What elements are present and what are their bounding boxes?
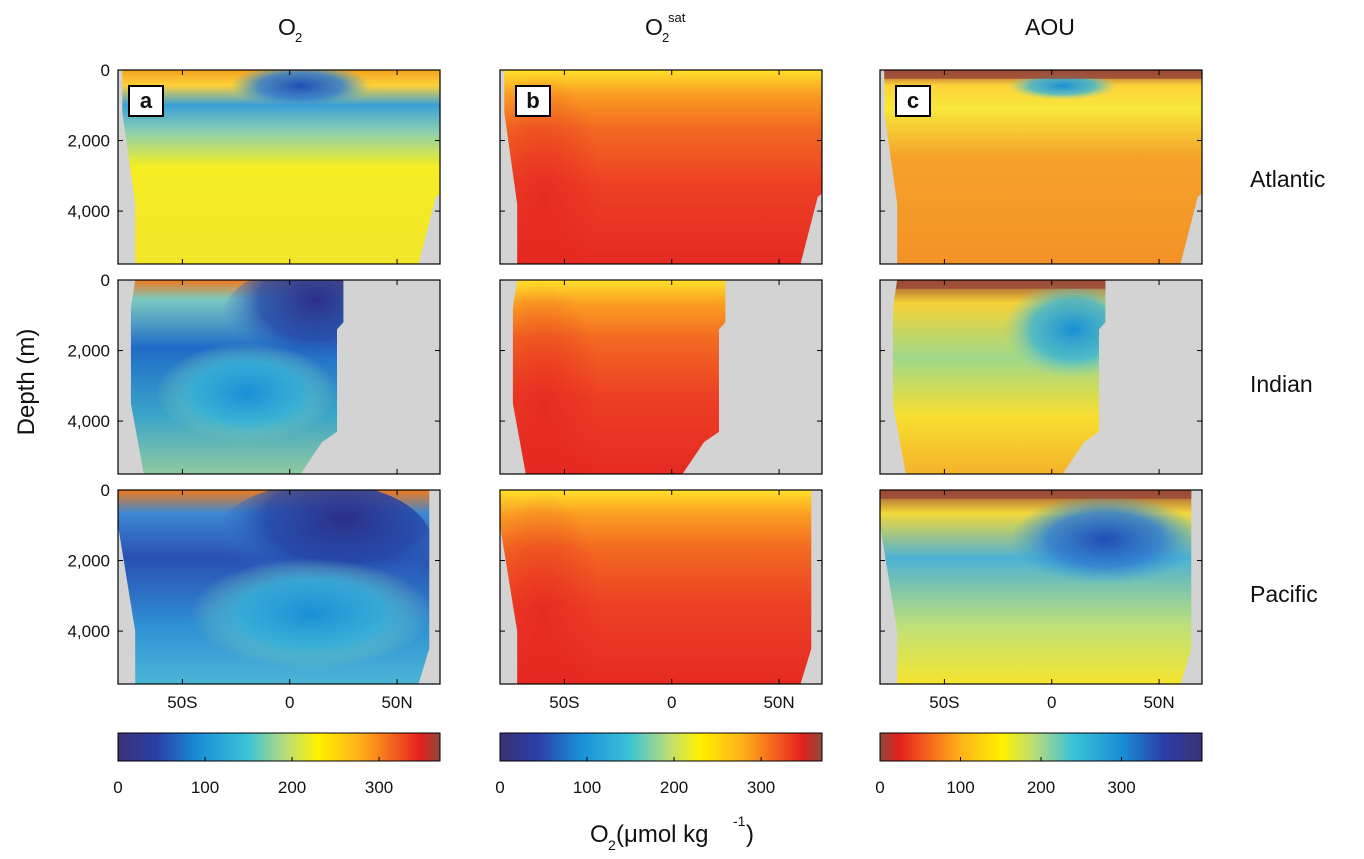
svg-text:O: O <box>590 821 609 848</box>
svg-text:sat: sat <box>668 10 686 25</box>
panel-frame <box>117 489 441 685</box>
panel-frame <box>499 69 823 265</box>
svg-text:(μmol kg: (μmol kg <box>616 821 709 848</box>
panel-frame <box>499 279 823 475</box>
colorbar-tick-label: 200 <box>1027 778 1055 797</box>
svg-text:2: 2 <box>662 30 669 45</box>
panel-frame <box>117 279 441 475</box>
panel-frame <box>117 69 441 265</box>
panel-frame <box>879 69 1203 265</box>
svg-text:c: c <box>907 88 919 113</box>
colorbar-tick-label: 100 <box>573 778 601 797</box>
column-title-o2sat: O 2 sat <box>645 10 686 45</box>
depth-tick-label: 0 <box>101 481 110 500</box>
depth-tick-label: 0 <box>101 61 110 80</box>
panel-frame <box>879 489 1203 685</box>
colorbar-tick-label: 200 <box>278 778 306 797</box>
panel-o2-indian: 0 2,000 4,000 <box>67 271 441 475</box>
depth-tick-label: 0 <box>101 271 110 290</box>
depth-tick-label: 4,000 <box>67 202 110 221</box>
ocean-field <box>118 490 430 684</box>
panel-o2sat-indian <box>499 279 823 475</box>
row-label-indian: Indian <box>1250 371 1313 397</box>
svg-text:O: O <box>278 14 296 40</box>
panel-o2-atlantic: 0 2,000 4,000 <box>67 61 441 265</box>
panel-aou-atlantic <box>879 69 1203 265</box>
latitude-tick-label: 0 <box>285 693 294 712</box>
latitude-tick-label: 50N <box>381 693 412 712</box>
colorbar-o2sat: 0 100 200 300 <box>495 732 823 797</box>
ocean-field <box>892 280 1106 474</box>
colorbar-aou: 0 100 200 300 <box>875 732 1203 797</box>
colorbar-tick-label: 300 <box>1107 778 1135 797</box>
svg-text:O: O <box>645 14 663 40</box>
y-axis-label: Depth (m) <box>13 329 40 436</box>
colorbar-tick-label: 100 <box>191 778 219 797</box>
row-label-pacific: Pacific <box>1250 581 1318 607</box>
panel-letter-b: b <box>515 85 551 117</box>
colorbar-tick-label: 0 <box>113 778 122 797</box>
depth-tick-label: 2,000 <box>67 132 110 151</box>
depth-tick-label: 2,000 <box>67 342 110 361</box>
colorbar-tick-label: 0 <box>495 778 504 797</box>
panel-o2sat-pacific: 50S 0 50N <box>499 489 823 712</box>
ocean-field <box>122 70 440 264</box>
latitude-tick-label: 0 <box>1047 693 1056 712</box>
panel-frame <box>879 279 1203 475</box>
depth-tick-label: 2,000 <box>67 552 110 571</box>
ocean-field <box>880 490 1192 684</box>
svg-text:-1: -1 <box>733 813 746 829</box>
colorbar-tick-label: 0 <box>875 778 884 797</box>
depth-tick-label: 4,000 <box>67 622 110 641</box>
colorbar-o2: 0 100 200 300 <box>113 732 441 797</box>
svg-text:2: 2 <box>295 30 302 45</box>
svg-text:): ) <box>746 821 754 848</box>
svg-text:AOU: AOU <box>1025 14 1075 40</box>
colorbar-tick-label: 100 <box>946 778 974 797</box>
column-title-o2: O 2 <box>278 14 302 45</box>
latitude-tick-label: 0 <box>667 693 676 712</box>
ocean-field <box>884 70 1202 264</box>
panel-letter-c: c <box>895 85 931 117</box>
latitude-tick-label: 50S <box>929 693 959 712</box>
latitude-tick-label: 50N <box>1143 693 1174 712</box>
panel-o2sat-atlantic <box>499 69 823 265</box>
colorbar-tick-label: 300 <box>365 778 393 797</box>
panel-frame <box>499 489 823 685</box>
panel-o2-pacific: 0 2,000 4,000 50S 0 50N <box>67 481 441 712</box>
latitude-tick-label: 50S <box>167 693 197 712</box>
depth-tick-label: 4,000 <box>67 412 110 431</box>
row-label-atlantic: Atlantic <box>1250 166 1325 192</box>
svg-text:2: 2 <box>608 837 616 853</box>
latitude-tick-label: 50N <box>763 693 794 712</box>
colorbar-tick-label: 300 <box>747 778 775 797</box>
panel-aou-indian <box>879 279 1203 475</box>
svg-text:b: b <box>526 88 539 113</box>
svg-text:a: a <box>140 88 153 113</box>
latitude-tick-label: 50S <box>549 693 579 712</box>
x-axis-label: O 2 (μmol kg -1 ) <box>590 813 754 853</box>
colorbar-tick-label: 200 <box>660 778 688 797</box>
ocean-field <box>130 280 344 474</box>
column-title-aou: AOU <box>1025 14 1075 40</box>
panel-letter-a: a <box>128 85 164 117</box>
panel-aou-pacific: 50S 0 50N <box>879 489 1203 712</box>
